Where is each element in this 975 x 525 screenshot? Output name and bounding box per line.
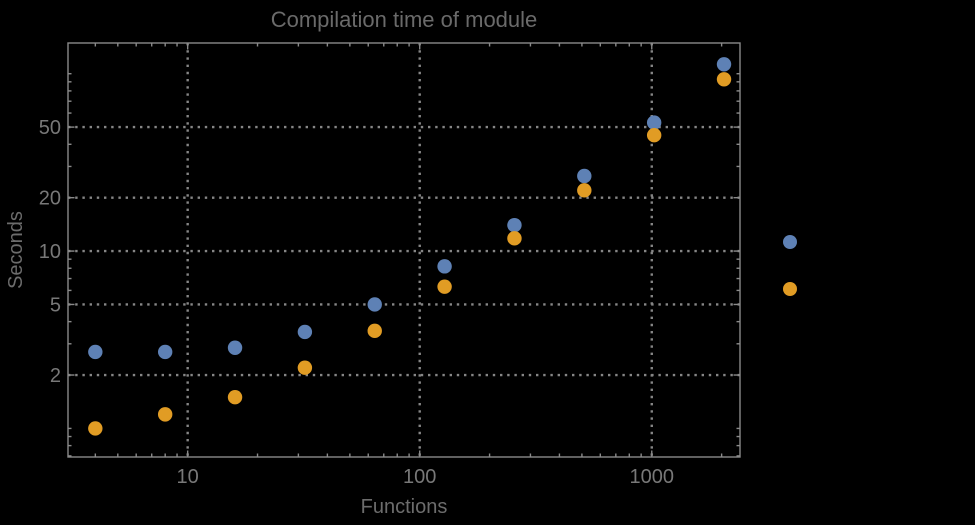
data-point-blue bbox=[646, 115, 662, 130]
data-point-orange bbox=[507, 231, 522, 246]
data-point-orange bbox=[577, 183, 592, 198]
data-point-orange bbox=[297, 360, 313, 375]
data-point-blue bbox=[88, 344, 103, 360]
y-tick-label: 2 bbox=[50, 365, 61, 387]
x-tick-label: 10 bbox=[177, 466, 199, 488]
data-point-orange bbox=[716, 72, 732, 87]
data-point-blue bbox=[507, 217, 522, 233]
legend-blue-series-marker bbox=[783, 235, 797, 249]
gridlines bbox=[68, 43, 740, 457]
data-point-orange bbox=[437, 279, 452, 294]
plot-frame bbox=[67, 42, 741, 458]
x-tick-labels: 10 100 1000 bbox=[177, 466, 674, 488]
data-point-blue bbox=[577, 168, 592, 184]
y-tick-labels: 50 20 10 5 2 bbox=[39, 117, 61, 387]
x-tick-label: 1000 bbox=[630, 466, 675, 488]
data-point-orange bbox=[157, 407, 173, 422]
data-points bbox=[88, 57, 732, 436]
legend-orange-series-marker bbox=[783, 282, 797, 296]
y-tick-label: 50 bbox=[39, 117, 61, 139]
data-point-blue bbox=[297, 324, 313, 340]
data-point-blue bbox=[716, 57, 732, 72]
y-tick-label: 5 bbox=[50, 294, 61, 316]
data-point-blue bbox=[157, 344, 173, 360]
data-point-blue bbox=[227, 340, 243, 355]
data-point-orange bbox=[646, 128, 662, 143]
series-orange bbox=[88, 72, 732, 436]
data-point-blue bbox=[437, 259, 452, 274]
data-point-orange bbox=[367, 323, 382, 339]
y-tick-label: 10 bbox=[39, 241, 61, 263]
legend bbox=[783, 235, 797, 296]
y-tick-label: 20 bbox=[39, 188, 61, 210]
data-point-orange bbox=[88, 421, 103, 436]
x-axis-label: Functions bbox=[361, 496, 448, 518]
y-axis-label: Seconds bbox=[5, 211, 27, 289]
series-blue bbox=[88, 57, 732, 360]
x-tick-label: 100 bbox=[403, 466, 436, 488]
chart-title: Compilation time of module bbox=[271, 7, 538, 32]
data-point-blue bbox=[367, 297, 382, 312]
data-point-orange bbox=[227, 389, 243, 405]
